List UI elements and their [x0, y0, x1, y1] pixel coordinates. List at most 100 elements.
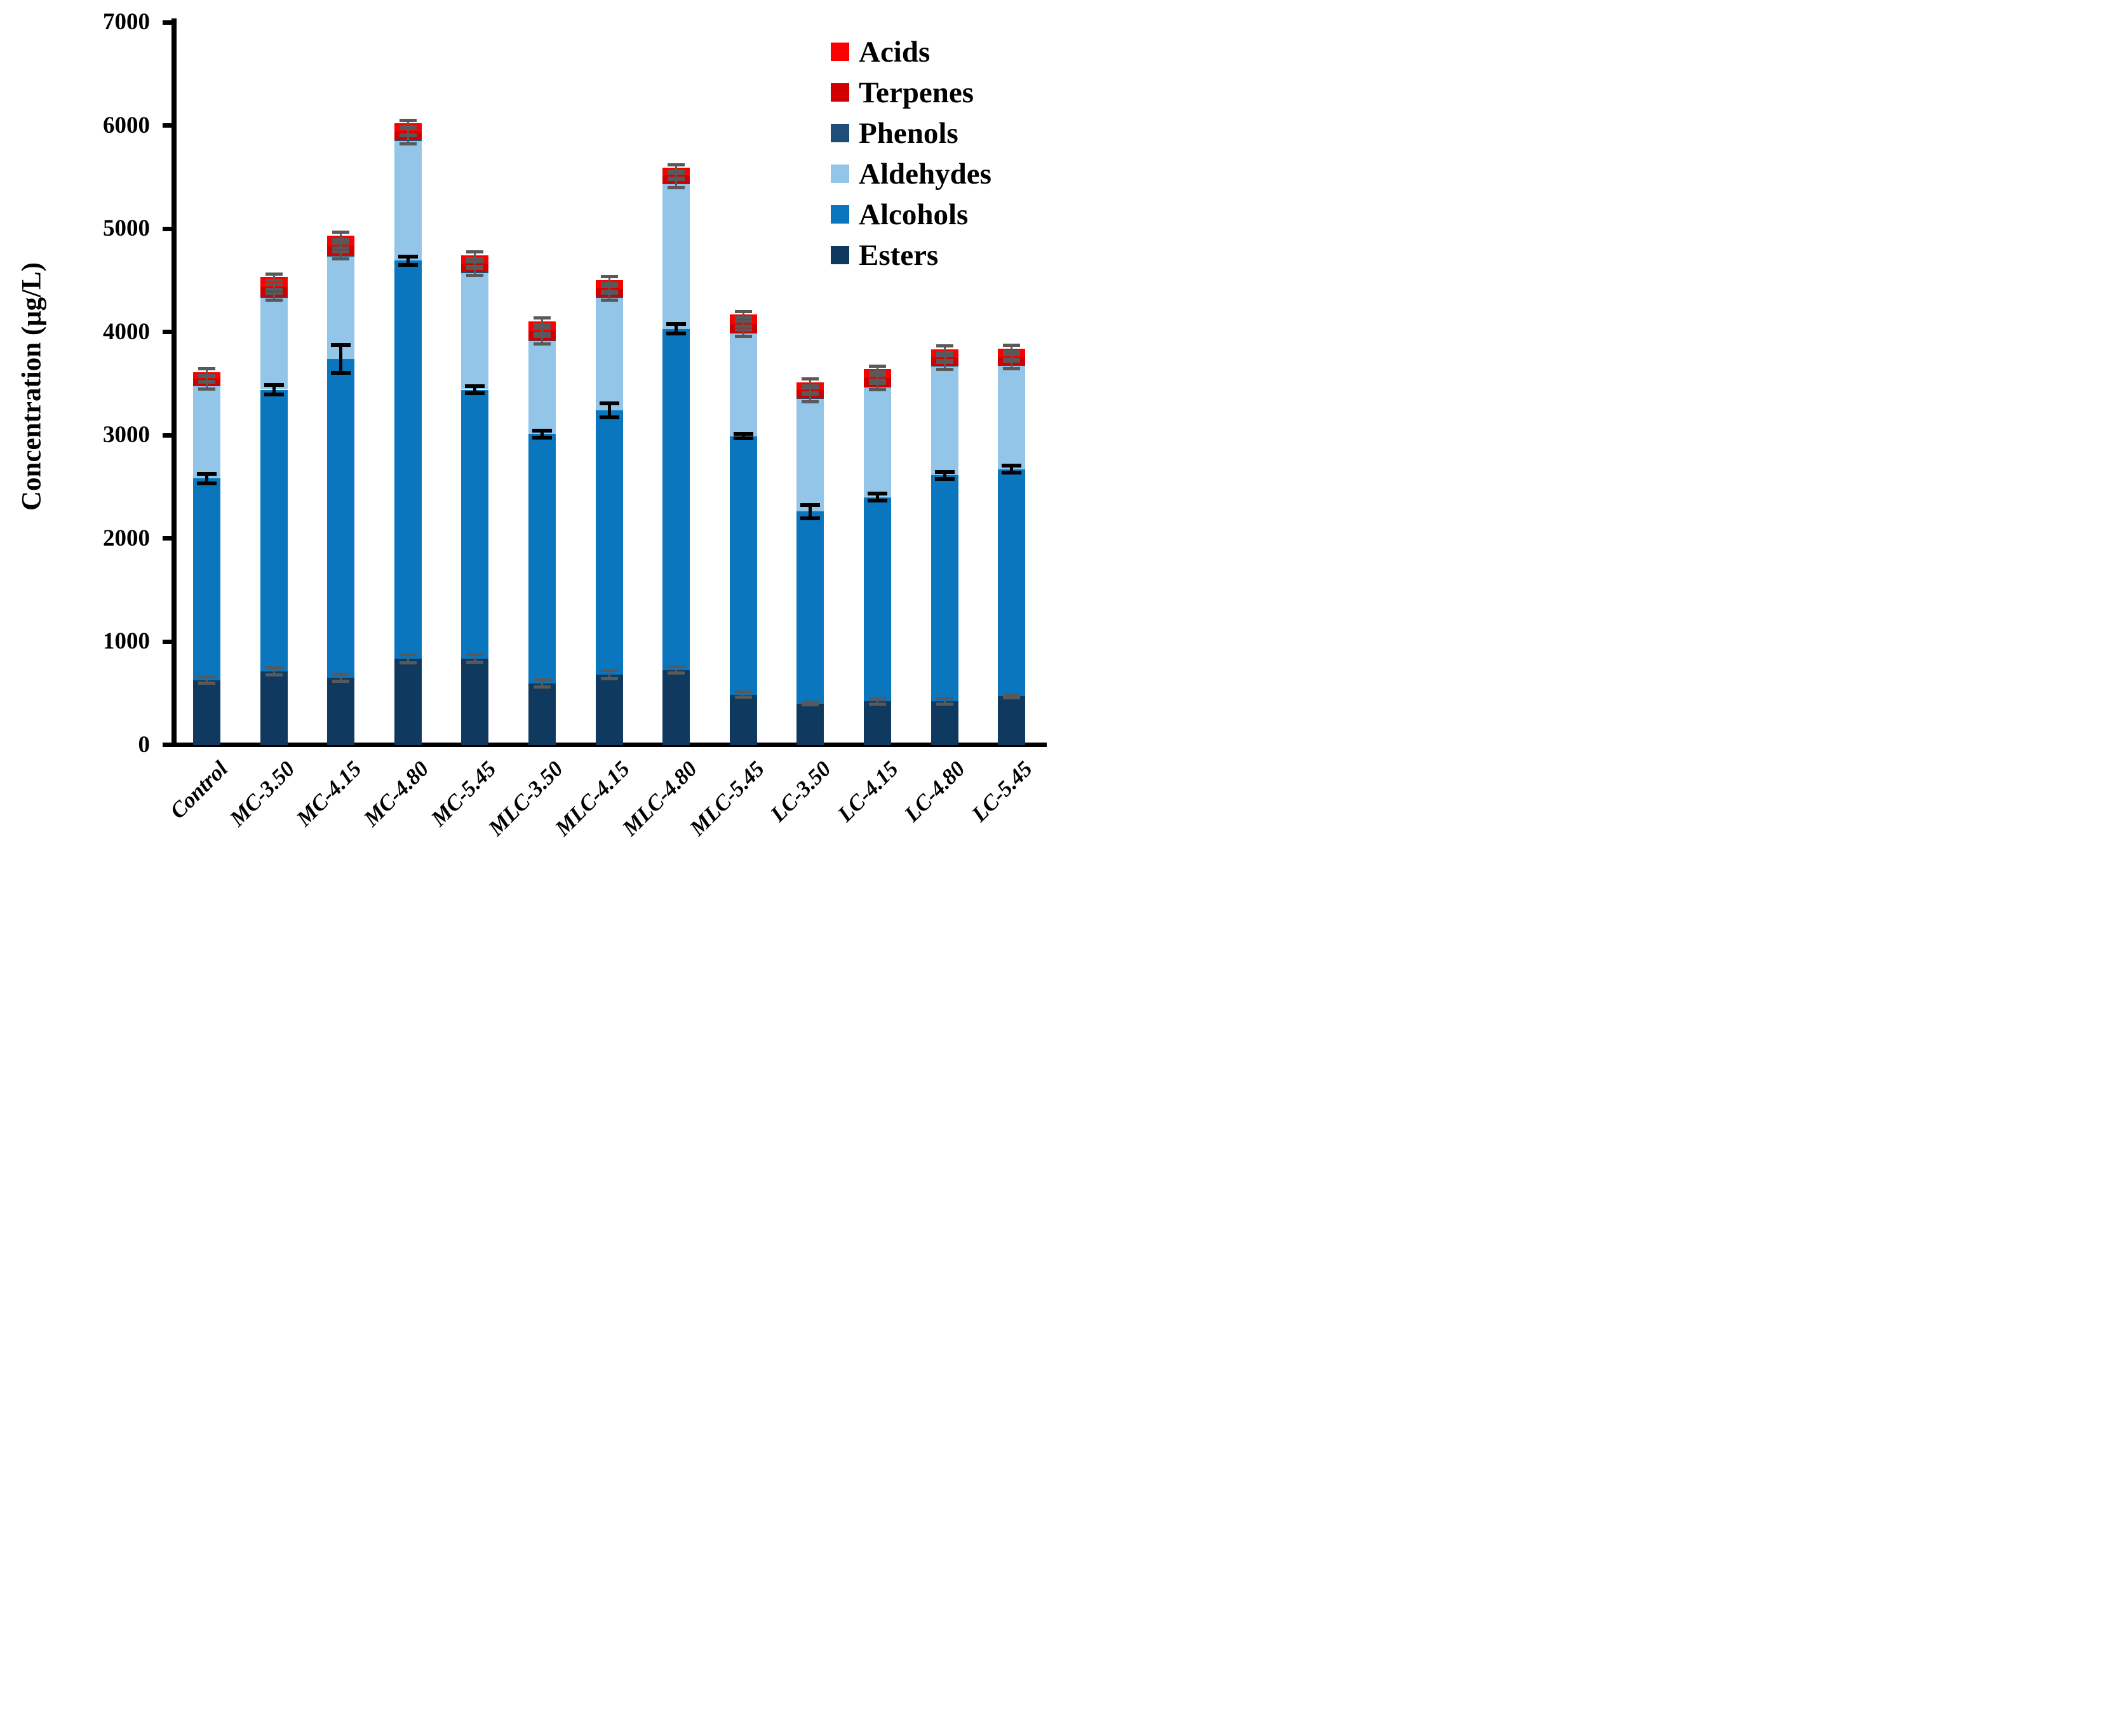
error-cap-top-Esters-top-MC-4.80 — [399, 652, 417, 656]
error-cap-top-Alcohols-top-MLC-4.15 — [599, 401, 619, 405]
error-cap-bottom-Total-top-MLC-4.80 — [668, 169, 685, 173]
error-cap-bottom-Total-top-MC-5.45 — [466, 257, 484, 261]
bar-segment-esters-LC-3.50 — [796, 703, 824, 745]
error-line-Alcohols-top-MLC-4.80 — [675, 324, 678, 333]
bar-segment-esters-MLC-3.50 — [528, 683, 556, 745]
error-line-Total-top-LC-5.45 — [1011, 345, 1013, 352]
y-tick — [163, 226, 171, 231]
y-tick — [163, 433, 171, 438]
error-cap-bottom-Aldehydes-top-MLC-4.80 — [668, 185, 685, 189]
error-cap-top-Esters-top-MC-5.45 — [466, 653, 484, 657]
error-cap-top-Esters-top-MLC-4.15 — [600, 668, 618, 672]
error-cap-top-Alcohols-top-MC-4.15 — [331, 342, 351, 347]
error-cap-bottom-Alcohols-top-MC-4.15 — [331, 370, 351, 375]
bar-segment-alcohols-MC-5.45 — [461, 389, 489, 659]
bar-segment-esters-MC-5.45 — [461, 658, 489, 745]
bar-segment-alcohols-MLC-4.15 — [595, 410, 623, 675]
y-tick — [163, 536, 171, 541]
error-cap-bottom-Aldehydes-top-MLC-5.45 — [734, 334, 752, 338]
error-cap-bottom-Alcohols-top-LC-4.80 — [934, 477, 955, 481]
error-line-Terpenes-top-MC-4.15 — [340, 243, 342, 248]
error-cap-bottom-Total-top-MLC-5.45 — [734, 316, 752, 320]
error-cap-bottom-Total-top-LC-5.45 — [1003, 349, 1021, 353]
error-cap-bottom-Total-top-LC-3.50 — [802, 384, 819, 388]
error-cap-bottom-Alcohols-top-MC-3.50 — [264, 392, 284, 396]
bar-segment-alcohols-LC-3.50 — [796, 511, 824, 704]
error-cap-top-Terpenes-top-MC-4.15 — [332, 241, 350, 245]
error-cap-top-Total-top-LC-3.50 — [802, 377, 819, 380]
error-cap-top-Total-top-MLC-5.45 — [734, 309, 752, 313]
error-line-Terpenes-top-MLC-4.15 — [608, 286, 610, 292]
y-tick — [163, 20, 171, 25]
error-cap-top-Alcohols-top-LC-4.15 — [868, 491, 887, 495]
error-cap-top-Esters-top-MLC-5.45 — [734, 690, 752, 694]
y-tick-label: 7000 — [103, 9, 150, 35]
error-line-Total-top-MC-4.15 — [340, 232, 342, 240]
bar-segment-esters-LC-5.45 — [998, 696, 1026, 745]
error-cap-bottom-Alcohols-top-MLC-4.15 — [599, 415, 619, 420]
bar-segment-aldehydes-LC-4.80 — [931, 367, 958, 476]
error-cap-top-Total-top-MLC-4.15 — [600, 275, 618, 279]
y-tick-label: 1000 — [103, 628, 150, 654]
error-cap-bottom-Esters-top-LC-4.80 — [936, 703, 953, 706]
error-line-Terpenes-top-LC-3.50 — [809, 387, 812, 393]
error-line-Total-top-MC-3.50 — [272, 274, 275, 281]
y-tick-label: 5000 — [103, 215, 150, 241]
error-cap-bottom-Aldehydes-top-MC-5.45 — [466, 274, 484, 278]
error-line-Total-top-LC-3.50 — [809, 379, 812, 386]
error-cap-top-Terpenes-top-MLC-4.15 — [600, 284, 618, 288]
error-cap-bottom-Aldehydes-top-LC-3.50 — [802, 400, 819, 403]
bar-segment-alcohols-MC-4.80 — [394, 260, 422, 659]
error-cap-top-Total-top-MLC-4.80 — [668, 163, 685, 166]
error-cap-bottom-Aldehydes-top-LC-4.80 — [936, 368, 953, 372]
error-cap-top-Total-top-LC-4.15 — [869, 364, 886, 368]
error-cap-bottom-Esters-top-MC-3.50 — [265, 673, 283, 676]
error-cap-top-Terpenes-top-LC-4.80 — [936, 353, 953, 357]
bar-segment-aldehydes-MC-4.15 — [327, 256, 355, 359]
error-line-Alcohols-top-MC-5.45 — [473, 386, 477, 394]
error-cap-bottom-Terpenes-top-MLC-3.50 — [534, 332, 551, 335]
error-cap-top-Esters-top-Control — [198, 675, 215, 679]
error-line-Alcohols-top-MLC-5.45 — [741, 434, 745, 438]
error-line-Terpenes-top-LC-4.15 — [877, 375, 878, 380]
y-tick-label: 4000 — [103, 318, 150, 345]
error-cap-top-Total-top-MC-4.80 — [399, 118, 417, 122]
legend-swatch-alcohols — [831, 205, 849, 224]
bar-segment-alcohols-MLC-4.80 — [662, 328, 690, 670]
error-cap-bottom-Alcohols-top-MLC-3.50 — [532, 436, 552, 440]
error-line-Alcohols-top-LC-4.15 — [876, 493, 879, 501]
bar-segment-esters-MC-4.80 — [394, 658, 422, 745]
error-cap-top-Aldehydes-top-LC-4.80 — [936, 360, 953, 364]
stacked-bar-chart-figure: Concentration (μg/L) 0 1000 2000 3000 4000 50… — [0, 0, 1055, 868]
error-cap-bottom-Terpenes-top-MC-4.15 — [332, 246, 350, 250]
error-cap-top-Terpenes-top-MC-3.50 — [265, 283, 283, 286]
y-tick — [163, 743, 171, 747]
error-cap-top-Alcohols-top-MLC-5.45 — [733, 432, 753, 436]
error-line-Aldehydes-top-MC-5.45 — [474, 268, 476, 276]
error-line-Terpenes-top-MLC-3.50 — [541, 328, 543, 333]
error-line-Aldehydes-top-Control — [206, 382, 208, 389]
error-line-Terpenes-top-MC-4.80 — [407, 128, 409, 135]
error-line-Esters-top-MLC-3.50 — [541, 680, 543, 687]
error-cap-top-Total-top-Control — [198, 367, 215, 370]
error-cap-bottom-Aldehydes-top-MC-4.15 — [332, 257, 350, 261]
error-line-Alcohols-top-MLC-3.50 — [541, 430, 544, 438]
error-cap-top-Total-top-MC-4.15 — [332, 231, 350, 234]
error-line-Total-top-MLC-3.50 — [541, 318, 543, 325]
error-line-Total-top-Control — [206, 368, 208, 376]
error-cap-bottom-Esters-top-LC-5.45 — [1003, 696, 1021, 700]
error-cap-top-Terpenes-top-MLC-5.45 — [734, 319, 752, 323]
bar-segment-aldehydes-MLC-5.45 — [729, 333, 757, 436]
y-tick-label: 0 — [138, 731, 151, 758]
error-cap-top-Esters-top-LC-3.50 — [802, 700, 819, 704]
error-cap-bottom-Total-top-MLC-4.15 — [600, 282, 618, 286]
bar-segment-esters-LC-4.80 — [931, 701, 958, 745]
error-cap-top-Terpenes-top-MLC-4.80 — [668, 171, 685, 175]
y-axis-line — [171, 18, 177, 747]
error-cap-top-Aldehydes-top-LC-5.45 — [1003, 360, 1021, 363]
error-cap-top-Alcohols-top-MC-5.45 — [465, 384, 485, 388]
error-cap-bottom-Terpenes-top-MC-4.80 — [399, 133, 417, 137]
error-cap-bottom-Alcohols-top-MC-5.45 — [465, 391, 485, 396]
error-line-Aldehydes-top-MLC-4.80 — [675, 179, 678, 187]
bar-segment-esters-MLC-4.15 — [595, 675, 623, 745]
